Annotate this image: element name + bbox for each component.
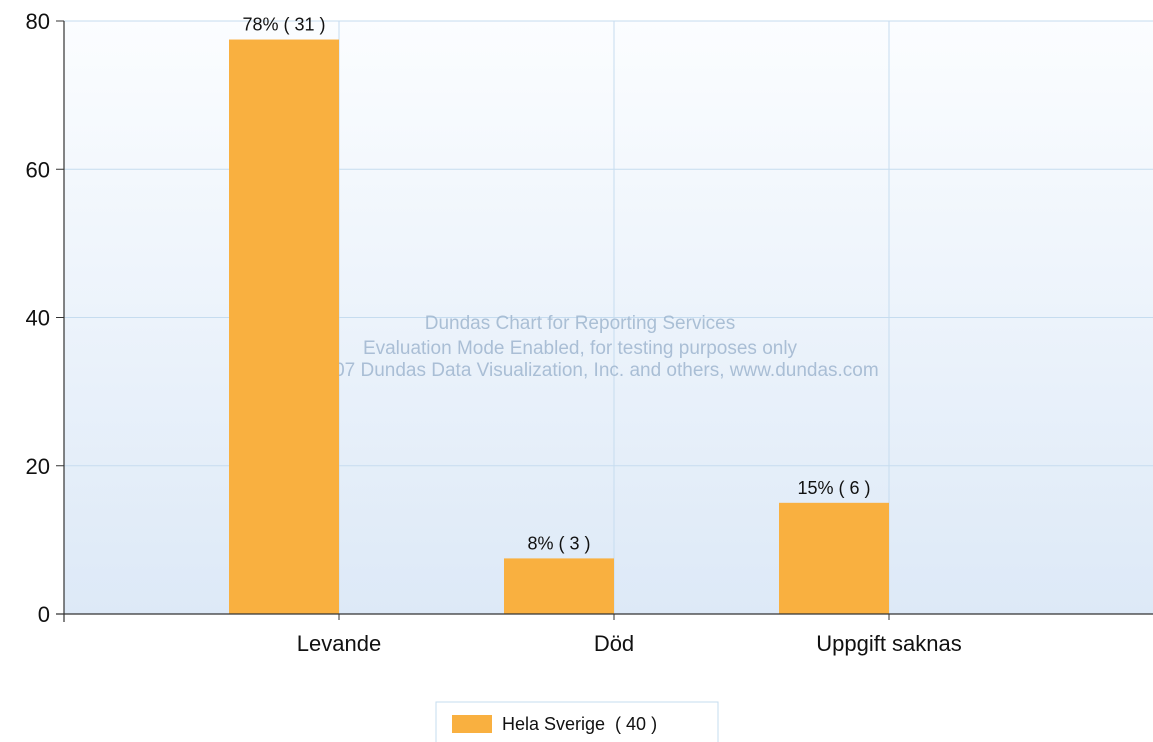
watermark-line: Dundas Chart for Reporting Services <box>425 313 735 334</box>
y-tick-label: 40 <box>26 306 50 331</box>
bar <box>229 39 339 614</box>
watermark: Dundas Chart for Reporting Services Evalu… <box>281 313 878 381</box>
data-label: 15% ( 6 ) <box>797 478 870 498</box>
labels: 0 20 40 60 80 78% ( 31 ) Levande 8% ( 3 ) Död 15%… <box>26 9 962 656</box>
watermark-line: Evaluation Mode Enabled, for testing pur… <box>363 338 798 359</box>
x-category-label: Död <box>594 631 634 656</box>
legend-swatch <box>452 715 492 733</box>
y-tick-label: 80 <box>26 9 50 34</box>
bars <box>229 39 889 614</box>
legend-box <box>435 701 719 742</box>
data-label: 8% ( 3 ) <box>527 533 590 553</box>
x-category-label: Levande <box>297 631 381 656</box>
y-tick-label: 0 <box>38 602 50 627</box>
bar <box>779 502 889 614</box>
y-tick-label: 60 <box>26 157 50 182</box>
legend-entry: Hela Sverige ( 40 ) <box>502 714 657 734</box>
y-tick-label: 20 <box>26 454 50 479</box>
axes <box>56 20 1153 622</box>
watermark-line: (C) 2007 Dundas Data Visualization, Inc.… <box>281 360 878 381</box>
legend: Hela Sverige ( 40 ) <box>435 701 719 742</box>
data-label: 78% ( 31 ) <box>242 15 325 35</box>
bar <box>504 558 614 614</box>
x-category-label: Uppgift saknas <box>816 631 962 656</box>
